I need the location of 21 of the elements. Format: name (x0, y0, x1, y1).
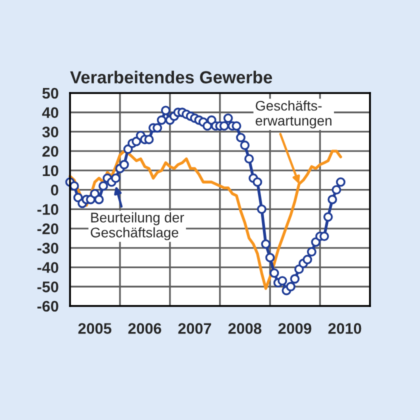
y-tick-label: -30 (37, 242, 58, 254)
y-tick-label: -20 (37, 223, 58, 234)
annotation: Beurteilung der Geschäftslage (90, 212, 184, 240)
y-tick-label: -40 (37, 262, 58, 273)
chart-title: Verarbeitendes Gewerbe (70, 70, 272, 84)
x-tick-label: 2006 (128, 323, 162, 334)
y-tick-label: 20 (42, 146, 58, 157)
y-tick-label: -50 (37, 282, 58, 292)
y-tick-label: -60 (37, 300, 58, 312)
y-tick-label: 0 (50, 184, 58, 196)
y-tick-label: -10 (37, 204, 58, 215)
x-tick-label: 2010 (328, 323, 362, 334)
x-tick-label: 2005 (78, 323, 112, 334)
annotation: Geschäfts- erwartungen (256, 100, 332, 128)
y-tick-label: 10 (42, 165, 58, 176)
y-tick-label: 40 (42, 107, 58, 118)
x-tick-label: 2007 (178, 323, 212, 334)
x-tick-label: 2009 (278, 323, 312, 334)
y-tick-label: 30 (42, 126, 58, 138)
y-tick-label: 50 (42, 88, 58, 99)
x-tick-label: 2008 (228, 323, 262, 334)
